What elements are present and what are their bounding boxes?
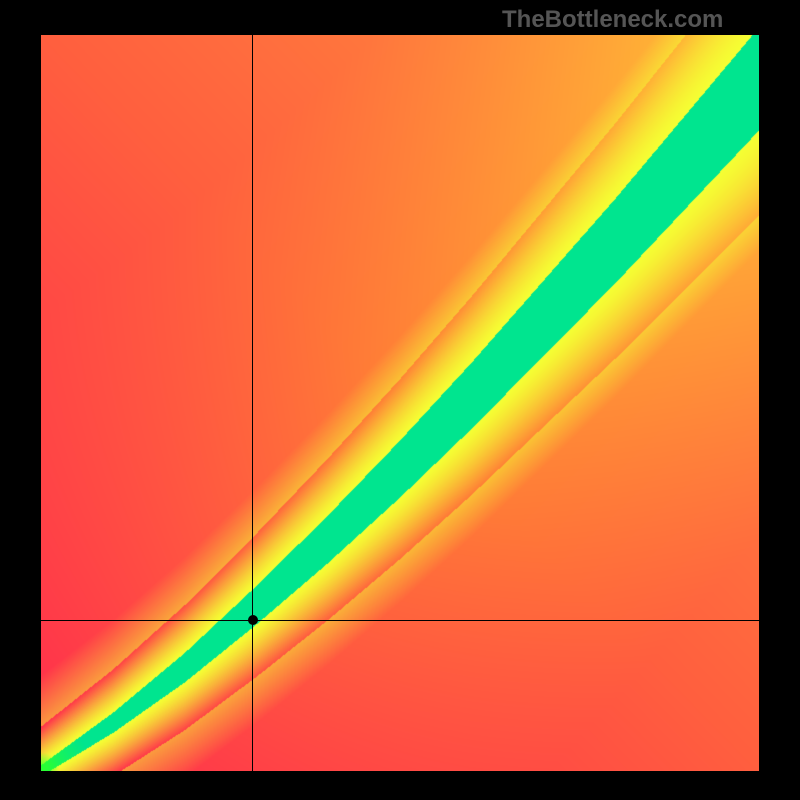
heatmap-canvas [41,35,759,771]
chart-container: TheBottleneck.com [0,0,800,800]
crosshair-horizontal [41,620,759,621]
intersection-marker [248,615,258,625]
crosshair-vertical [252,35,253,771]
watermark-text: TheBottleneck.com [502,6,723,34]
